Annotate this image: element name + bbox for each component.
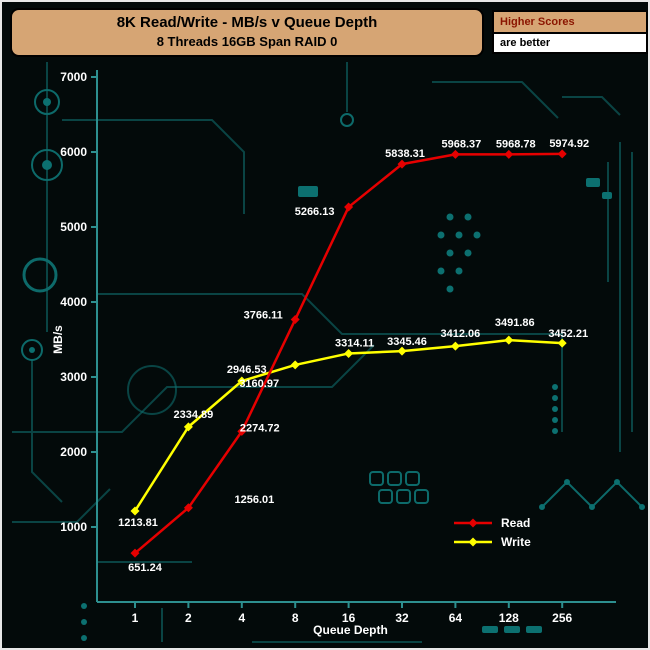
data-point-marker [290, 360, 300, 370]
data-point-label: 2946.53 [227, 364, 267, 376]
x-tick-label: 32 [395, 611, 409, 625]
x-tick-label: 2 [185, 611, 192, 625]
data-point-marker [344, 348, 354, 358]
legend-label: Write [501, 535, 531, 549]
chart-axes [96, 70, 616, 603]
write-series-line [133, 338, 564, 513]
y-tick-label: 3000 [60, 370, 87, 384]
y-tick-label: 4000 [60, 295, 87, 309]
data-point-marker [450, 149, 460, 159]
y-tick-label: 6000 [60, 145, 87, 159]
data-point-label: 5968.37 [442, 138, 482, 150]
data-point-label: 2334.89 [174, 409, 214, 421]
data-point-label: 5266.13 [295, 206, 335, 218]
data-point-label: 3452.21 [548, 328, 588, 340]
x-tick-label: 1 [132, 611, 139, 625]
data-point-marker [397, 346, 407, 356]
data-point-marker [183, 422, 193, 432]
legend-item-write: Write [454, 535, 531, 549]
x-tick-label: 4 [238, 611, 245, 625]
data-point-label: 3766.11 [244, 310, 283, 322]
y-tick-label: 1000 [60, 520, 87, 534]
x-tick-label: 16 [342, 611, 356, 625]
y-axis-title: MB/s [51, 325, 65, 354]
data-point-marker [504, 149, 514, 159]
data-point-marker [557, 149, 567, 159]
data-point-label: 3491.86 [495, 317, 535, 329]
read-series-points: 651.24 1256.01 2274.72 3766.11 5266.13 5838.3… [128, 138, 589, 574]
legend-label: Read [501, 516, 530, 530]
chart-title-box: 8K Read/Write - MB/s v Queue Depth 8 Thr… [10, 8, 484, 57]
data-point-label: 1256.01 [235, 494, 275, 506]
higher-scores-note: Higher Scores are better [492, 10, 648, 54]
data-point-marker [344, 202, 354, 212]
x-tick-label: 8 [292, 611, 299, 625]
data-point-label: 3314.11 [335, 337, 374, 349]
data-point-marker [504, 335, 514, 345]
data-point-marker [237, 426, 247, 436]
data-point-label: 3412.06 [441, 328, 481, 340]
data-point-marker [468, 518, 478, 528]
data-point-label: 3345.46 [387, 336, 427, 348]
legend-item-read: Read [454, 516, 530, 530]
note-text: are better [494, 32, 646, 52]
data-point-label: 5974.92 [549, 138, 589, 150]
write-series-points: 1213.81 2334.89 2946.53 3160.97 3314.11 3345.… [118, 317, 588, 529]
y-tick-label: 5000 [60, 220, 87, 234]
x-tick-label: 256 [552, 611, 572, 625]
x-tick-label: 64 [449, 611, 463, 625]
data-point-marker [450, 341, 460, 351]
data-point-marker [183, 503, 193, 513]
data-point-marker [130, 506, 140, 516]
data-point-marker [237, 376, 247, 386]
data-point-label: 3160.97 [239, 378, 279, 390]
data-point-label: 5838.31 [385, 148, 425, 160]
page-subtitle: 8 Threads 16GB Span RAID 0 [156, 34, 338, 49]
page-title: 8K Read/Write - MB/s v Queue Depth [116, 14, 378, 31]
data-point-label: 1213.81 [118, 517, 158, 529]
data-point-marker [468, 537, 478, 547]
y-tick-label: 7000 [60, 70, 87, 84]
note-title: Higher Scores [494, 12, 646, 32]
data-point-marker [557, 338, 567, 348]
y-tick-label: 2000 [60, 445, 87, 459]
x-axis-title: Queue Depth [313, 623, 388, 637]
data-point-marker [290, 315, 300, 325]
data-point-label: 5968.78 [496, 138, 536, 150]
data-point-marker [397, 159, 407, 169]
x-tick-label: 128 [499, 611, 519, 625]
data-point-marker [130, 548, 140, 558]
data-point-label: 651.24 [128, 562, 163, 574]
data-point-label: 2274.72 [240, 422, 280, 434]
